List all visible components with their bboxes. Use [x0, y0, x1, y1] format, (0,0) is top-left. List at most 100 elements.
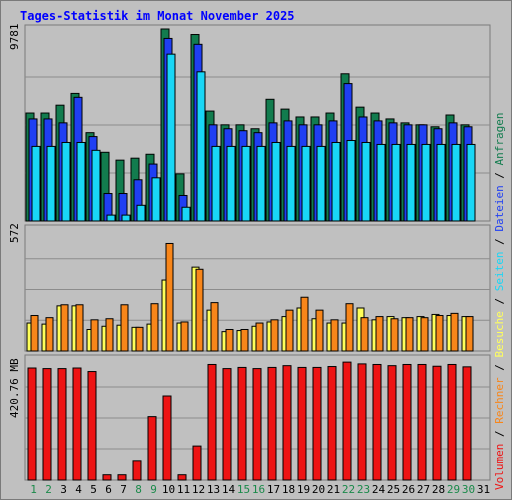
bar-rechner-day-25 — [390, 318, 399, 352]
bar-rechner-day-13 — [210, 302, 219, 352]
bar-seiten-day-3 — [61, 141, 71, 222]
bar-seiten-day-22 — [346, 140, 356, 222]
bar-rechner-day-11 — [180, 321, 189, 352]
bar-rechner-day-12 — [195, 268, 204, 352]
day-label-16: 16 — [252, 483, 265, 496]
bar-rechner-day-18 — [285, 309, 294, 352]
bar-volumen-day-3 — [57, 368, 67, 481]
day-label-30: 30 — [462, 483, 475, 496]
bar-rechner-day-14 — [225, 328, 234, 352]
bar-volumen-day-2 — [42, 368, 52, 481]
day-label-9: 9 — [150, 483, 157, 496]
bar-rechner-day-24 — [375, 316, 384, 352]
day-label-22: 22 — [342, 483, 355, 496]
legend-dateien: Dateien — [493, 185, 506, 231]
day-label-14: 14 — [222, 483, 236, 496]
day-label-27: 27 — [417, 483, 430, 496]
bar-volumen-day-5 — [87, 371, 97, 481]
bar-rechner-day-8 — [135, 326, 144, 352]
bar-seiten-day-11 — [181, 206, 191, 222]
bar-rechner-day-4 — [75, 304, 84, 352]
day-label-8: 8 — [135, 483, 142, 496]
legend-seiten: Seiten — [493, 252, 506, 292]
vertical-legend: Volumen / Rechner / Besuche / Seiten / D… — [493, 112, 506, 490]
legend-separator: / — [493, 165, 506, 185]
bar-volumen-day-11 — [177, 474, 187, 481]
legend-rechner: Rechner — [493, 377, 506, 424]
bar-rechner-day-16 — [255, 322, 264, 352]
bar-rechner-day-23 — [360, 317, 369, 352]
bar-volumen-day-20 — [312, 366, 322, 481]
day-label-17: 17 — [267, 483, 280, 496]
top-panel-max-label: 9781 — [8, 24, 21, 51]
bar-rechner-day-17 — [270, 319, 279, 352]
legend-anfragen: Anfragen — [493, 112, 506, 165]
chart-title: Tages-Statistik im Monat November 2025 — [20, 9, 295, 23]
bar-rechner-day-27 — [420, 317, 429, 352]
day-label-10: 10 — [162, 483, 175, 496]
bar-volumen-day-24 — [372, 363, 382, 481]
day-label-21: 21 — [327, 483, 340, 496]
bar-seiten-day-23 — [361, 141, 371, 222]
bar-seiten-day-17 — [271, 141, 281, 222]
bar-volumen-day-9 — [147, 416, 157, 481]
day-label-12: 12 — [192, 483, 205, 496]
day-label-25: 25 — [387, 483, 400, 496]
bar-seiten-day-25 — [391, 143, 401, 222]
day-axis-labels: 1 2 3 4 5 6 7 8 9 10 11 12 13 14 15 16 17 18 19 20 21 22 23 24 2… — [30, 483, 490, 496]
bar-rechner-day-22 — [345, 303, 354, 352]
legend-separator: / — [493, 232, 506, 252]
panel-volume — [24, 354, 491, 481]
day-label-20: 20 — [312, 483, 325, 496]
bar-volumen-day-16 — [252, 368, 262, 481]
bar-volumen-day-23 — [357, 363, 367, 481]
middle-panel-max-label: 572 — [8, 223, 21, 243]
day-label-19: 19 — [297, 483, 310, 496]
bar-seiten-day-14 — [226, 145, 236, 222]
bar-volumen-day-21 — [327, 366, 337, 481]
day-label-29: 29 — [447, 483, 460, 496]
day-label-2: 2 — [45, 483, 52, 496]
bar-seiten-day-19 — [301, 145, 311, 222]
bar-volumen-day-26 — [402, 363, 412, 481]
bar-seiten-day-2 — [46, 145, 56, 222]
day-label-5: 5 — [90, 483, 97, 496]
legend-volumen: Volumen — [493, 444, 506, 490]
day-label-15: 15 — [237, 483, 250, 496]
bar-seiten-day-6 — [106, 214, 116, 222]
bar-seiten-day-29 — [451, 143, 461, 222]
bar-volumen-day-27 — [417, 363, 427, 481]
bar-seiten-day-12 — [196, 71, 206, 222]
bar-seiten-day-5 — [91, 149, 101, 222]
bar-rechner-day-1 — [30, 315, 39, 352]
bar-seiten-day-27 — [421, 143, 431, 222]
bar-seiten-day-26 — [406, 143, 416, 222]
bar-volumen-day-22 — [342, 361, 352, 481]
bar-seiten-day-7 — [121, 214, 131, 222]
legend-separator: / — [493, 291, 506, 311]
bar-volumen-day-1 — [27, 367, 37, 481]
bar-volumen-day-30 — [462, 366, 472, 481]
bar-rechner-day-19 — [300, 296, 309, 352]
bar-rechner-day-10 — [165, 242, 174, 352]
bar-rechner-day-28 — [435, 315, 444, 352]
bar-rechner-day-26 — [405, 317, 414, 352]
bar-seiten-day-1 — [31, 145, 41, 222]
day-label-1: 1 — [30, 483, 37, 496]
bar-rechner-day-7 — [120, 304, 129, 352]
day-label-4: 4 — [75, 483, 82, 496]
bar-volumen-day-14 — [222, 368, 232, 481]
bar-rechner-day-6 — [105, 318, 114, 352]
bar-volumen-day-19 — [297, 366, 307, 481]
bar-volumen-day-18 — [282, 365, 292, 481]
day-label-3: 3 — [60, 483, 67, 496]
bar-rechner-day-15 — [240, 328, 249, 352]
bar-rechner-day-2 — [45, 317, 54, 352]
panel-requests-files-pages — [24, 24, 491, 222]
bar-seiten-day-30 — [466, 143, 476, 222]
day-label-28: 28 — [432, 483, 445, 496]
day-label-24: 24 — [372, 483, 386, 496]
bar-volumen-day-13 — [207, 363, 217, 481]
bar-volumen-day-6 — [102, 474, 112, 481]
bar-seiten-day-16 — [256, 145, 266, 222]
